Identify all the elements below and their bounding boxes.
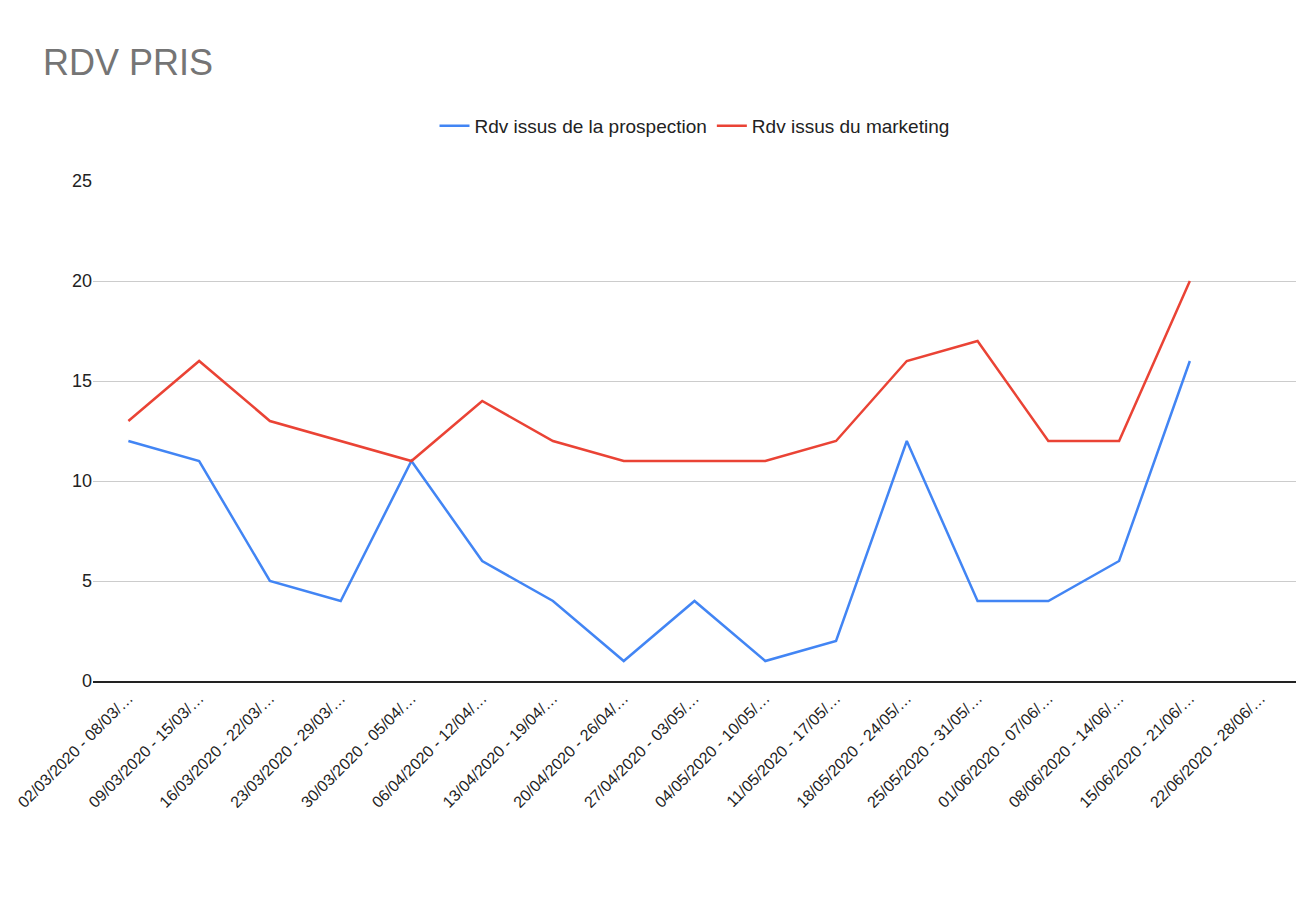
svg-text:06/04/2020 - 12/04/…: 06/04/2020 - 12/04/…	[369, 689, 490, 810]
svg-text:25/05/2020 - 31/05/…: 25/05/2020 - 31/05/…	[864, 689, 985, 810]
svg-text:Rdv issus de la prospection: Rdv issus de la prospection	[475, 116, 707, 137]
svg-text:25: 25	[72, 171, 92, 191]
svg-text:01/06/2020 - 07/06/…: 01/06/2020 - 07/06/…	[935, 689, 1056, 810]
svg-text:20/04/2020 - 26/04/…: 20/04/2020 - 26/04/…	[510, 689, 631, 810]
svg-text:15/06/2020 - 21/06/…: 15/06/2020 - 21/06/…	[1076, 689, 1197, 810]
svg-text:23/03/2020 - 29/03/…: 23/03/2020 - 29/03/…	[227, 689, 348, 810]
svg-text:13/04/2020 - 19/04/…: 13/04/2020 - 19/04/…	[439, 689, 560, 810]
svg-text:0: 0	[82, 671, 92, 691]
svg-text:5: 5	[82, 571, 92, 591]
svg-text:16/03/2020 - 22/03/…: 16/03/2020 - 22/03/…	[156, 689, 277, 810]
svg-text:RDV PRIS: RDV PRIS	[43, 42, 213, 83]
svg-text:20: 20	[72, 271, 92, 291]
svg-text:04/05/2020 - 10/05/…: 04/05/2020 - 10/05/…	[652, 689, 773, 810]
svg-text:27/04/2020 - 03/05/…: 27/04/2020 - 03/05/…	[581, 689, 702, 810]
svg-text:09/03/2020 - 15/03/…: 09/03/2020 - 15/03/…	[85, 689, 206, 810]
svg-text:Rdv issus du marketing: Rdv issus du marketing	[752, 116, 949, 137]
svg-text:15: 15	[72, 371, 92, 391]
svg-text:22/06/2020 - 28/06/…: 22/06/2020 - 28/06/…	[1147, 689, 1268, 810]
svg-text:11/05/2020 - 17/05/…: 11/05/2020 - 17/05/…	[723, 689, 844, 810]
svg-text:02/03/2020 - 08/03/…: 02/03/2020 - 08/03/…	[15, 689, 136, 810]
svg-text:30/03/2020 - 05/04/…: 30/03/2020 - 05/04/…	[298, 689, 419, 810]
svg-text:08/06/2020 - 14/06/…: 08/06/2020 - 14/06/…	[1005, 689, 1126, 810]
svg-text:10: 10	[72, 471, 92, 491]
svg-text:18/05/2020 - 24/05/…: 18/05/2020 - 24/05/…	[793, 689, 914, 810]
